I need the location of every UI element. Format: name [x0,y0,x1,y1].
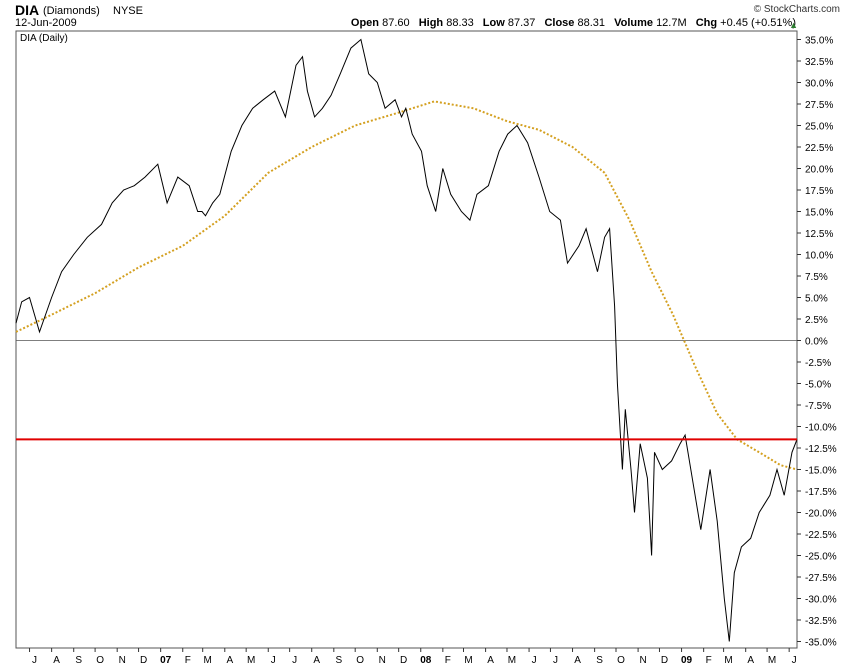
y-tick-label: 20.0% [805,165,833,176]
open-value: 87.60 [382,17,410,29]
x-tick-label: 08 [420,655,432,666]
x-tick-label: A [313,655,320,666]
y-tick-label: -15.0% [805,466,837,477]
high-label: High [418,17,444,29]
x-tick-label: J [792,655,797,666]
y-tick-label: 5.0% [805,294,828,305]
ticker-name: (Diamonds) [43,5,100,17]
y-tick-label: 30.0% [805,79,833,90]
y-tick-label: 35.0% [805,36,833,47]
x-tick-label: F [445,655,451,666]
y-tick-label: -35.0% [805,638,837,649]
x-tick-label: N [639,655,646,666]
x-tick-label: A [574,655,581,666]
x-tick-label: D [661,655,668,666]
y-tick-label: -22.5% [805,530,837,541]
x-tick-label: A [226,655,233,666]
y-tick-label: -30.0% [805,595,837,606]
plot-area [15,30,798,649]
x-tick-label: O [617,655,625,666]
volume-value: 12.7M [656,17,687,29]
y-tick-label: -27.5% [805,573,837,584]
y-tick-label: 0.0% [805,337,828,348]
y-tick-label: 15.0% [805,208,833,219]
y-tick-label: -32.5% [805,616,837,627]
price-line [15,38,798,642]
x-tick-label: M [768,655,776,666]
open-label: Open [350,17,380,29]
x-tick-label: F [706,655,712,666]
x-tick-label: J [553,655,558,666]
high-value: 88.33 [446,17,474,29]
x-tick-label: 07 [160,655,172,666]
y-tick-label: -20.0% [805,509,837,520]
chg-label: Chg [695,17,718,29]
y-tick-label: 7.5% [805,272,828,283]
y-tick-label: -17.5% [805,487,837,498]
y-tick-label: -25.0% [805,552,837,563]
x-tick-label: O [96,655,104,666]
ticker-symbol: DIA [15,2,40,18]
x-tick-label: S [596,655,603,666]
x-tick-label: D [400,655,407,666]
close-value: 88.31 [577,17,606,29]
y-tick-label: 25.0% [805,122,833,133]
y-tick-label: -7.5% [805,401,831,412]
y-tick-label: 27.5% [805,100,833,111]
volume-label: Volume [614,17,653,29]
x-tick-label: D [140,655,147,666]
y-tick-label: 32.5% [805,57,833,68]
x-tick-label: J [292,655,297,666]
x-tick-label: O [356,655,364,666]
header-quote-row: 12-Jun-2009 Open 87.60 High 88.33 Low 87… [0,16,850,30]
x-tick-label: M [464,655,472,666]
y-tick-label: 12.5% [805,229,833,240]
x-tick-label: M [508,655,516,666]
exchange-name: NYSE [113,5,143,17]
y-tick-label: 22.5% [805,143,833,154]
y-tick-label: 10.0% [805,251,833,262]
x-tick-label: S [335,655,342,666]
y-tick-label: -12.5% [805,444,837,455]
x-tick-label: J [32,655,37,666]
up-arrow-icon: ▲ [789,20,798,30]
quote-date: 12-Jun-2009 [15,17,77,29]
x-tick-label: M [724,655,732,666]
y-tick-label: -5.0% [805,380,831,391]
x-tick-label: A [747,655,754,666]
x-tick-label: J [532,655,537,666]
quote-values: Open 87.60 High 88.33 Low 87.37 Close 88… [351,17,796,29]
x-tick-label: J [271,655,276,666]
x-tick-label: M [247,655,255,666]
low-value: 87.37 [507,17,536,29]
y-tick-label: 2.5% [805,315,828,326]
x-tick-label: F [185,655,191,666]
x-tick-label: N [119,655,126,666]
brand-credit: © StockCharts.com [753,4,840,15]
low-label: Low [482,17,505,29]
x-tick-label: M [204,655,212,666]
x-tick-label: A [487,655,494,666]
y-tick-label: 17.5% [805,186,833,197]
legend-label: DIA (Daily) [20,33,68,44]
x-tick-label: 09 [681,655,693,666]
y-tick-label: -10.0% [805,423,837,434]
x-tick-label: A [53,655,60,666]
y-tick-label: -2.5% [805,358,831,369]
header-top-row: DIA (Diamonds) NYSE © StockCharts.com [0,1,850,18]
x-tick-label: N [379,655,386,666]
chg-value: +0.45 (+0.51%) [720,17,796,29]
close-label: Close [544,17,575,29]
x-tick-label: S [75,655,82,666]
